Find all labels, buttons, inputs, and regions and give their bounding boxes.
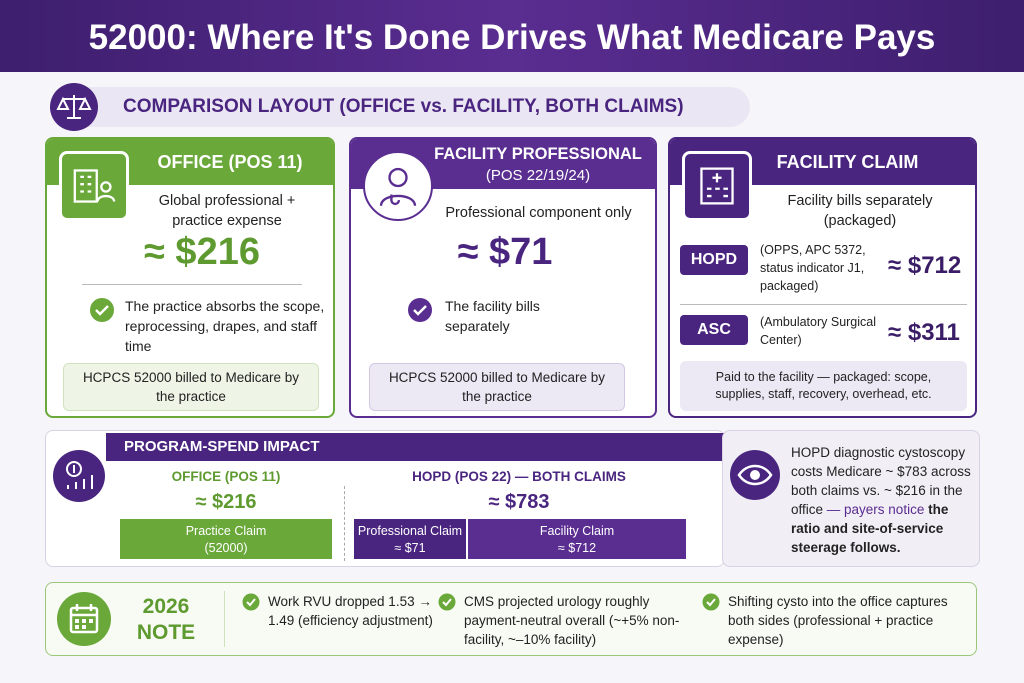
note-year: 2026 <box>142 595 190 618</box>
card-amount: ≈ $71 <box>457 231 553 273</box>
row-detail: (Ambulatory Surgical Center) <box>760 315 877 347</box>
note-text: HOPD diagnostic cystoscopy costs Medicar… <box>791 443 976 557</box>
divider <box>82 284 302 285</box>
check-icon <box>438 593 456 611</box>
separator <box>224 591 225 647</box>
row-amount: ≈ $712 <box>888 252 962 279</box>
claim-amount: ≈ $71 <box>394 541 426 555</box>
spend-icon <box>53 450 105 502</box>
claim-name: Practice Claim <box>185 524 267 538</box>
card-footer: HCPCS 52000 billed to Medicare by the pr… <box>369 363 625 411</box>
check-icon <box>408 298 432 322</box>
divider <box>680 304 967 305</box>
subtitle: COMPARISON LAYOUT (OFFICE vs. FACILITY, … <box>55 87 750 127</box>
card-description: Global professional + practice expense <box>158 193 296 229</box>
claim-name: Facility Claim <box>539 524 615 538</box>
claim-code: (52000) <box>204 541 248 555</box>
office-claim-bar: Practice Claim (52000) <box>120 519 332 559</box>
note-2026-panel: 2026 NOTE Work RVU dropped 1.53 → 1.49 (… <box>45 582 977 656</box>
card-amount: ≈ $216 <box>144 231 260 273</box>
note-item: CMS projected urology roughly payment-ne… <box>464 594 680 647</box>
note-highlight: — payers notice <box>823 502 925 517</box>
row-detail: (OPPS, APC 5372, status indicator J1, pa… <box>760 243 866 293</box>
eye-icon <box>730 450 780 500</box>
row-label: HOPD <box>680 245 748 275</box>
professional-claim-bar: Professional Claim ≈ $71 <box>354 519 466 559</box>
hospital-icon <box>682 151 752 221</box>
calendar-icon <box>57 592 111 646</box>
row-label: ASC <box>680 315 748 345</box>
row-amount: ≈ $311 <box>888 319 960 346</box>
card-check-text: The facility bills separately <box>445 298 540 334</box>
note-emphasis: the ratio and site-of-service steerage f… <box>791 502 949 555</box>
note-label: NOTE <box>136 621 196 644</box>
claim-name: Professional Claim <box>357 524 463 538</box>
card-footer: Paid to the facility — packaged: scope, … <box>680 361 967 411</box>
card-description: Facility bills separately (packaged) <box>787 193 933 229</box>
office-card: OFFICE (POS 11) Global professional + pr… <box>45 137 335 418</box>
building-icon <box>59 151 129 221</box>
doctor-icon <box>363 151 433 221</box>
facility-professional-card: FACILITY PROFESSIONAL (POS 22/19/24) Pro… <box>349 137 657 418</box>
spend-note: HOPD diagnostic cystoscopy costs Medicar… <box>722 430 980 567</box>
program-spend-panel: PROGRAM-SPEND IMPACT OFFICE (POS 11) ≈ $… <box>45 430 725 567</box>
section-title: PROGRAM-SPEND IMPACT <box>106 433 724 461</box>
hopd-amount: ≈ $783 <box>488 491 550 513</box>
card-footer: HCPCS 52000 billed to Medicare by the pr… <box>63 363 319 411</box>
office-amount: ≈ $216 <box>195 491 257 513</box>
check-icon <box>242 593 260 611</box>
note-part: HOPD diagnostic cystoscopy costs Medicar… <box>791 445 971 517</box>
claim-amount: ≈ $712 <box>557 541 597 555</box>
card-check-text: The practice absorbs the scope, reproces… <box>125 298 325 354</box>
note-item: Work RVU dropped 1.53 → 1.49 (efficiency… <box>268 594 433 628</box>
check-icon <box>90 298 114 322</box>
note-item: Shifting cysto into the office captures … <box>728 594 948 647</box>
office-label: OFFICE (POS 11) <box>171 469 281 484</box>
separator <box>344 486 345 561</box>
page-title: 52000: Where It's Done Drives What Medic… <box>0 0 1024 72</box>
facility-claim-card: FACILITY CLAIM Facility bills separately… <box>668 137 977 418</box>
scale-icon <box>50 83 98 131</box>
check-icon <box>702 593 720 611</box>
card-title: FACILITY PROFESSIONAL <box>434 145 642 163</box>
card-description: Professional component only <box>445 205 632 221</box>
card-subtitle: (POS 22/19/24) <box>485 167 591 184</box>
hopd-label: HOPD (POS 22) — BOTH CLAIMS <box>412 469 626 484</box>
facility-claim-bar: Facility Claim ≈ $712 <box>468 519 686 559</box>
